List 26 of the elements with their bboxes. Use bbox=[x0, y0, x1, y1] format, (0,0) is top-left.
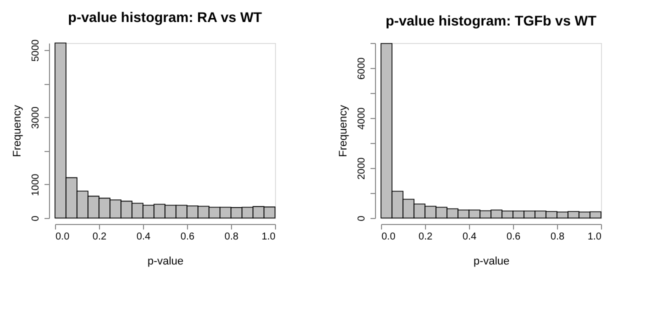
x-tick-label: 1.0 bbox=[262, 232, 276, 242]
x-axis-title: p-value bbox=[473, 256, 510, 268]
y-tick-label: 6000 bbox=[356, 56, 368, 80]
x-tick-label: 0.2 bbox=[92, 232, 107, 242]
x-tick-label: 0.8 bbox=[550, 232, 565, 242]
y-tick-label: 1000 bbox=[30, 173, 42, 196]
y-axis-title: Frequency bbox=[338, 104, 350, 157]
y-tick-label: 5000 bbox=[30, 38, 42, 62]
x-tick-label: 0.4 bbox=[462, 232, 477, 242]
x-tick-label: 0.6 bbox=[180, 232, 195, 242]
x-tick-label: 0.0 bbox=[56, 232, 70, 242]
y-axis-title: Frequency bbox=[12, 104, 24, 157]
y-tick-label: 2000 bbox=[356, 156, 368, 180]
y-tick-label: 0 bbox=[356, 215, 368, 222]
x-tick-label: 0.2 bbox=[418, 232, 433, 242]
x-tick-label: 0.6 bbox=[506, 232, 521, 242]
y-tick-label: 3000 bbox=[30, 106, 42, 129]
x-axis-title: p-value bbox=[147, 256, 184, 268]
y-tick-label: 4000 bbox=[356, 106, 368, 130]
x-tick-label: 0.0 bbox=[382, 232, 396, 242]
chart-title: p-value histogram: RA vs WT bbox=[68, 8, 262, 25]
x-tick-label: 0.8 bbox=[224, 232, 239, 242]
x-tick-label: 1.0 bbox=[588, 232, 602, 242]
y-tick-label: 0 bbox=[30, 215, 42, 222]
x-tick-label: 0.4 bbox=[136, 232, 151, 242]
chart-title: p-value histogram: TGFb vs WT bbox=[386, 12, 597, 28]
